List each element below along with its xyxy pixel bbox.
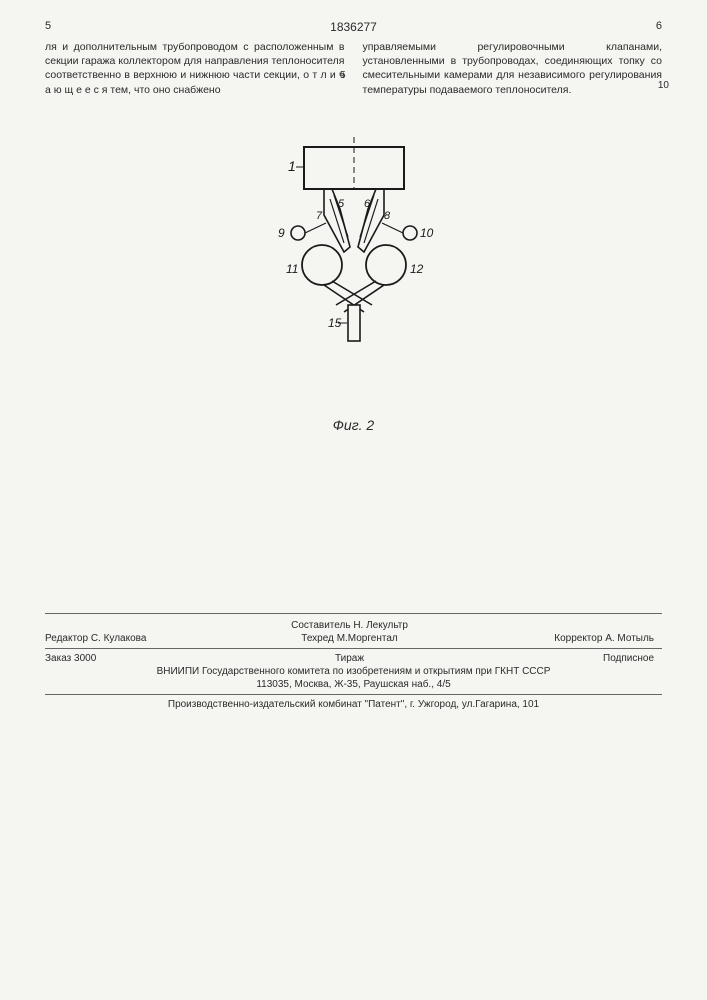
label-9: 9 xyxy=(278,226,285,240)
label-7: 7 xyxy=(316,210,323,222)
org-line-1: ВНИИПИ Государственного комитета по изоб… xyxy=(45,666,662,677)
header-row: 5 1836277 6 xyxy=(45,20,662,34)
label-5: 5 xyxy=(338,198,345,210)
label-11: 11 xyxy=(286,262,298,276)
label-8: 8 xyxy=(384,210,391,222)
label-6: 6 xyxy=(364,198,371,210)
techred-label: Техред xyxy=(301,633,334,644)
label-10: 10 xyxy=(420,226,434,240)
figure-container: 1 5 6 7 8 9 10 11 12 15 xyxy=(45,137,662,397)
org-line-3: Производственно-издательский комбинат "П… xyxy=(45,699,662,710)
patent-number: 1836277 xyxy=(85,20,622,34)
techred: М.Моргентал xyxy=(337,633,398,644)
corrector-label: Корректор xyxy=(554,633,602,644)
podpis: Подписное xyxy=(603,653,654,664)
composer: Н. Лекультр xyxy=(353,620,408,631)
editor-label: Редактор xyxy=(45,633,88,644)
figure-caption: Фиг. 2 xyxy=(45,417,662,433)
order-label: Заказ xyxy=(45,653,71,664)
editor: С. Кулакова xyxy=(91,633,147,644)
body-columns: ля и дополнительным трубопроводом с расп… xyxy=(45,40,662,97)
right-column: управляемыми регулировочными клапанами, … xyxy=(363,40,663,97)
composer-label: Составитель xyxy=(291,620,350,631)
tirazh-label: Тираж xyxy=(335,653,364,664)
page-right: 6 xyxy=(622,20,662,34)
order: 3000 xyxy=(74,653,96,664)
footer: Составитель Н. Лекультр Редактор С. Кула… xyxy=(45,613,662,710)
line-number-5: 5 xyxy=(340,70,346,81)
page-left: 5 xyxy=(45,20,85,34)
corrector: А. Мотыль xyxy=(605,633,654,644)
label-1: 1 xyxy=(288,158,296,174)
label-12: 12 xyxy=(410,262,424,276)
org-line-2: 113035, Москва, Ж-35, Раушская наб., 4/5 xyxy=(45,679,662,690)
left-column: ля и дополнительным трубопроводом с расп… xyxy=(45,40,345,97)
figure-2: 1 5 6 7 8 9 10 11 12 15 xyxy=(244,137,464,397)
line-number-10: 10 xyxy=(658,80,669,91)
